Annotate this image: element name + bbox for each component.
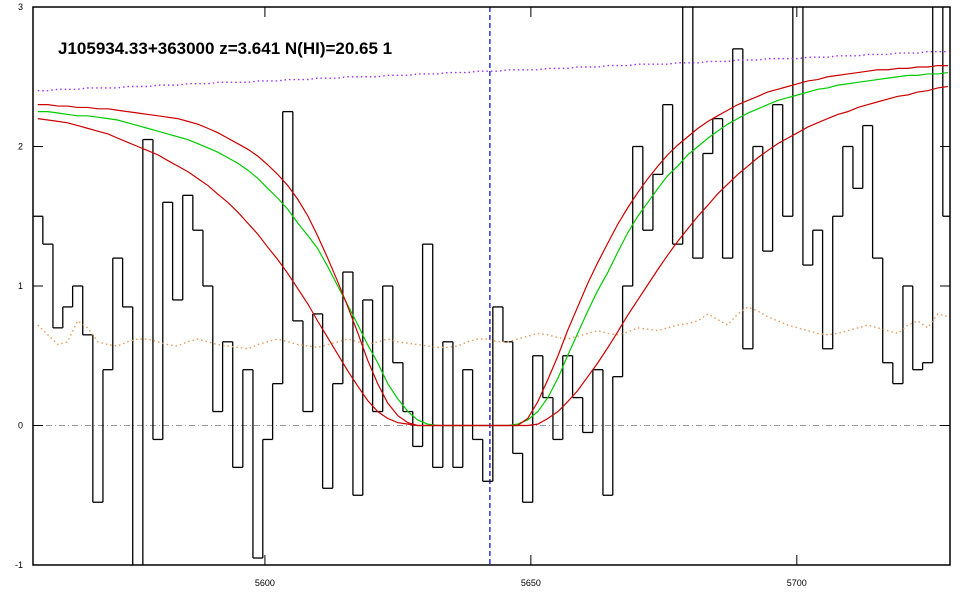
x-tick-label: 5700 (787, 578, 807, 588)
y-tick-label: 3 (18, 2, 23, 12)
y-tick-label: 1 (18, 281, 23, 291)
model-line (37, 85, 948, 427)
x-tick-label: 5600 (255, 578, 275, 588)
model-line (37, 306, 949, 350)
y-tick-label: 0 (18, 421, 23, 431)
y-tick-label: -1 (15, 560, 23, 570)
chart-title: J105934.33+363000 z=3.641 N(HI)=20.65 1 (58, 39, 392, 58)
x-tick-label: 5650 (521, 578, 541, 588)
y-tick-label: 2 (18, 142, 23, 152)
plot-area (33, 7, 950, 565)
model-line (37, 50, 948, 92)
